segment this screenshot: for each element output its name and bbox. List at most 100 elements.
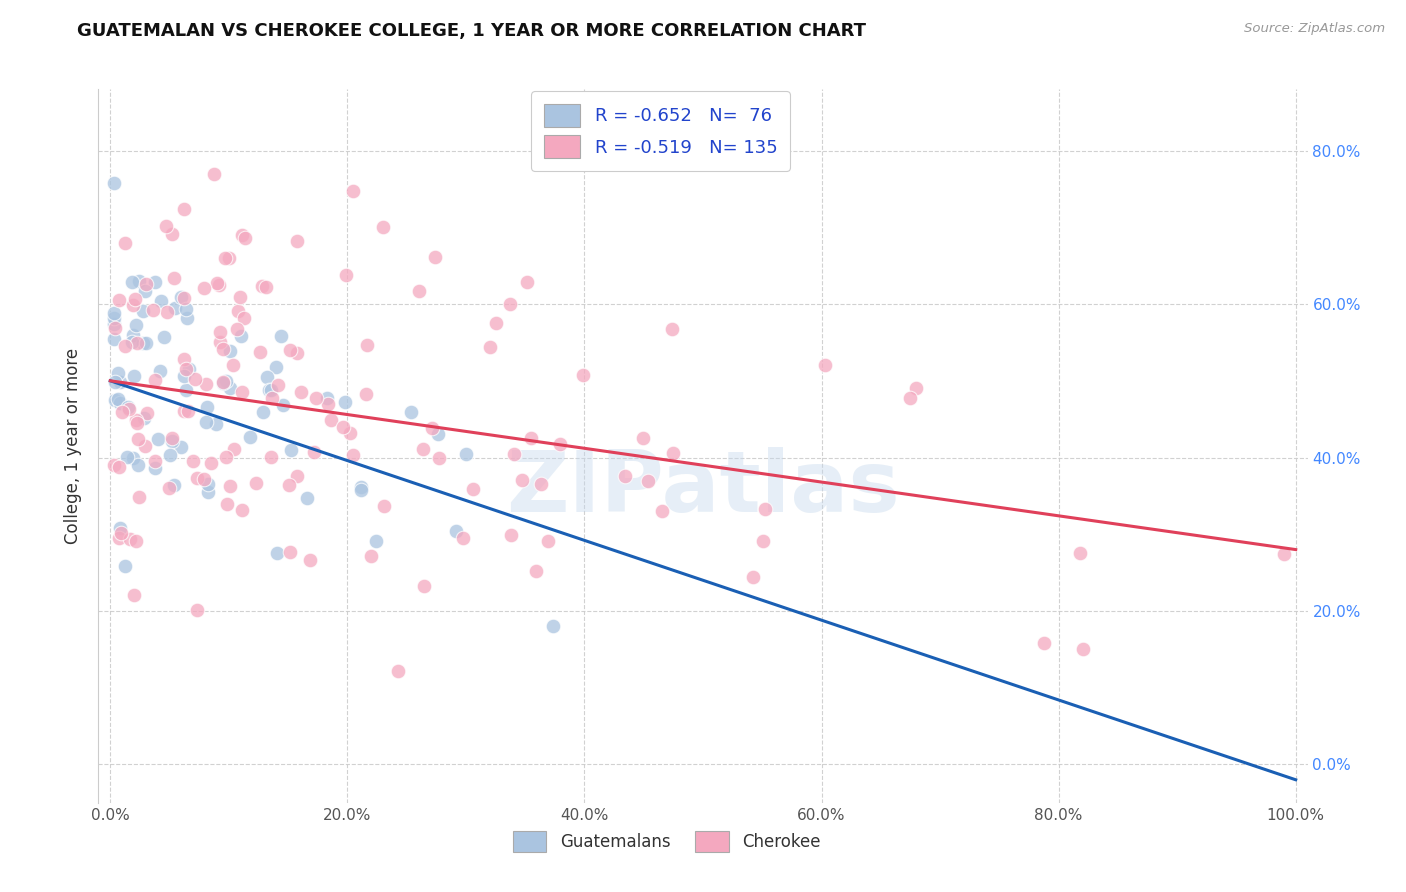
Point [226,304,249,318]
Point [125,318,148,332]
Point [155,304,177,318]
Point [299,553,322,567]
Point [254,280,277,294]
Point [121,327,143,342]
Point [205,417,228,431]
Point [170,440,193,454]
Point [125,412,148,426]
Point [149,364,172,378]
Point [520,431,543,445]
Text: GUATEMALAN VS CHEROKEE COLLEGE, 1 YEAR OR MORE CORRELATION CHART: GUATEMALAN VS CHEROKEE COLLEGE, 1 YEAR O… [77,22,866,40]
Point [444,524,467,538]
Point [114,559,136,574]
Point [256,369,278,384]
Point [425,250,447,264]
Point [155,219,177,233]
Point [512,473,534,487]
Point [485,317,508,331]
Point [1032,635,1054,649]
Point [277,477,299,491]
Point [163,478,186,492]
Point [387,665,409,679]
Point [662,446,685,460]
Point [103,177,125,191]
Point [651,504,673,518]
Point [373,500,395,514]
Point [149,294,172,309]
Point [285,346,308,360]
Text: Source: ZipAtlas.com: Source: ZipAtlas.com [1244,22,1385,36]
Point [572,368,595,383]
Point [143,373,166,387]
Point [173,404,195,418]
Point [463,482,485,496]
Point [176,384,198,398]
Point [905,381,928,395]
Point [285,234,308,248]
Point [107,531,129,545]
Point [197,477,219,491]
Point [212,375,235,389]
Point [412,442,434,456]
Point [232,311,254,326]
Point [252,279,274,293]
Point [143,275,166,289]
Point [160,227,183,241]
Point [1069,546,1091,560]
Point [108,375,131,389]
Y-axis label: College, 1 year or more: College, 1 year or more [65,348,83,544]
Point [515,275,537,289]
Point [454,446,477,460]
Point [752,534,775,549]
Point [108,460,131,475]
Point [197,485,219,500]
Point [143,454,166,468]
Point [121,275,143,289]
Point [548,437,571,451]
Point [222,442,245,457]
Point [108,521,131,535]
Point [613,469,636,483]
Point [239,430,262,444]
Point [136,406,159,420]
Point [264,359,287,374]
Point [399,405,422,419]
Point [229,328,252,343]
Point [225,321,247,335]
Point [132,304,155,318]
Point [134,438,156,452]
Point [1272,547,1295,561]
Point [266,546,288,560]
Point [108,396,131,410]
Point [114,339,136,353]
Point [364,533,387,548]
Point [342,448,364,462]
Point [231,228,253,243]
Point [209,335,232,350]
Point [177,403,200,417]
Point [134,284,156,298]
Point [420,421,443,435]
Point [228,290,250,304]
Point [408,285,430,299]
Point [103,306,125,320]
Point [108,293,131,307]
Point [160,434,183,448]
Point [285,469,308,483]
Point [127,432,149,446]
Point [332,420,354,434]
Point [104,376,127,390]
Point [215,450,238,464]
Point [159,481,181,495]
Point [114,236,136,251]
Point [319,413,342,427]
Point [127,458,149,472]
Point [173,291,195,305]
Point [153,330,176,344]
Point [427,450,450,465]
Point [212,342,235,356]
Point [209,325,232,339]
Point [214,252,236,266]
Point [499,297,522,311]
Point [631,431,654,445]
